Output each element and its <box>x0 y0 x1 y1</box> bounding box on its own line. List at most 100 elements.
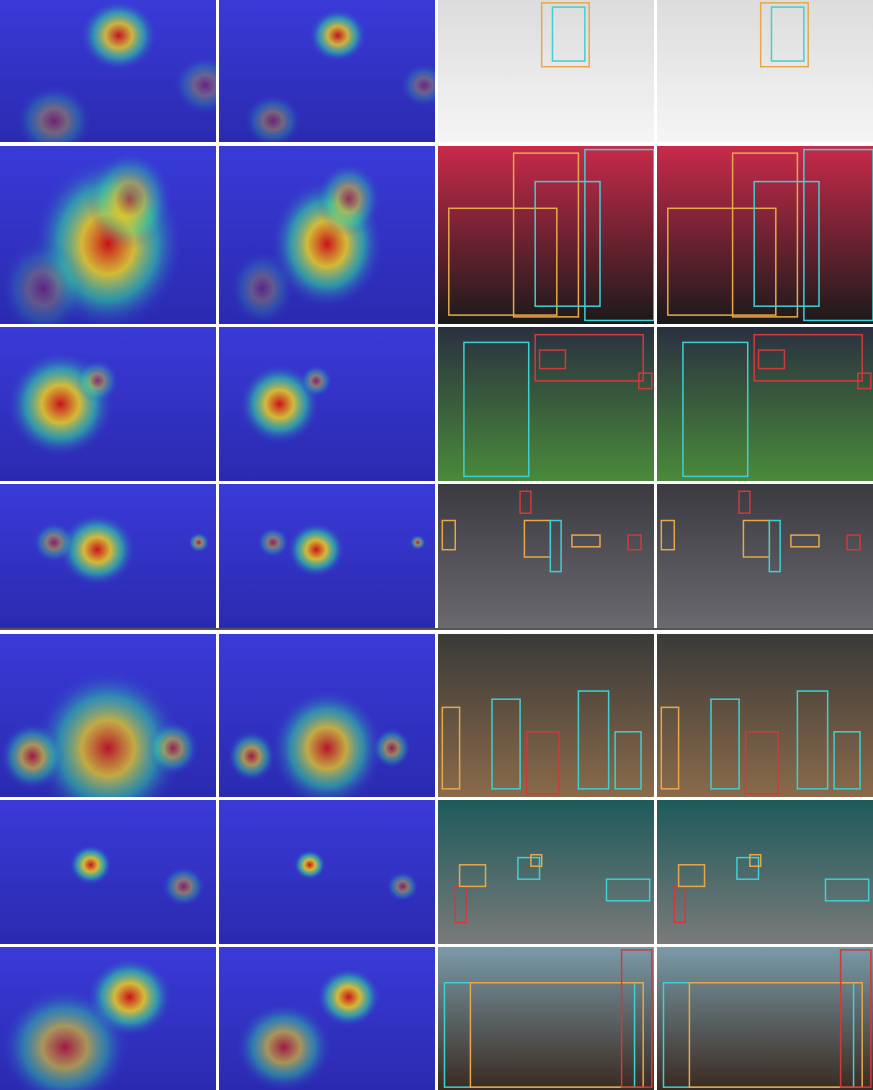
detection-box <box>448 207 558 316</box>
detection-box <box>731 152 799 318</box>
heatmap-blob <box>372 727 412 769</box>
detection-box <box>491 698 521 790</box>
scene-image <box>0 0 216 142</box>
detection-box <box>614 731 642 790</box>
detection-box <box>519 490 532 514</box>
boxes-panel-a <box>438 484 654 630</box>
heatmap-blob <box>293 849 326 880</box>
figure-row-woman-on-sofa <box>0 146 873 324</box>
scene-image <box>657 327 873 481</box>
heatmap-blob <box>187 532 210 553</box>
heatmap-panel-b <box>219 146 435 324</box>
scene-image <box>0 146 216 324</box>
group-separator <box>0 628 873 630</box>
scene-background <box>438 146 654 324</box>
boxes-panel-a <box>438 327 654 481</box>
heatmap-blob <box>79 0 158 72</box>
figure-row-cafe-storefront <box>0 634 873 797</box>
scene-background <box>657 634 873 797</box>
detection-box <box>839 949 872 1088</box>
scene-image <box>0 484 216 630</box>
figure-row-bathroom-toilet <box>0 0 873 142</box>
detection-box <box>833 731 861 790</box>
scene-image <box>657 146 873 324</box>
detection-box <box>660 519 676 551</box>
detection-box <box>627 534 642 551</box>
scene-image <box>219 0 435 142</box>
scene-background <box>438 0 654 142</box>
detection-box <box>677 864 706 888</box>
detection-box <box>744 731 779 795</box>
scene-image <box>0 800 216 944</box>
detection-box <box>441 706 461 790</box>
boxes-panel-b <box>657 800 873 944</box>
heatmap-blob <box>386 871 419 902</box>
figure-row-baseball-batter <box>0 327 873 481</box>
detection-box <box>857 372 872 390</box>
boxes-panel-a <box>438 0 654 142</box>
figure-row-dog-on-lap <box>0 947 873 1090</box>
detection-box <box>517 856 541 880</box>
detection-box <box>768 519 781 573</box>
heatmap-blob <box>32 521 76 563</box>
scene-background <box>657 800 873 944</box>
heatmap-panel-b <box>219 947 435 1090</box>
scene-background <box>438 800 654 944</box>
boxes-panel-a <box>438 146 654 324</box>
detection-box <box>757 349 786 370</box>
detection-box <box>577 690 610 790</box>
detection-box <box>770 6 805 62</box>
detection-box <box>530 853 543 867</box>
scene-image <box>0 327 216 481</box>
scene-image <box>0 634 216 797</box>
boxes-panel-b <box>657 327 873 481</box>
detection-box <box>512 152 580 318</box>
scene-image <box>219 327 435 481</box>
figure-row-stadium-ramp <box>0 800 873 944</box>
heatmap-panel-a <box>0 146 216 324</box>
heatmap-blob <box>308 8 367 63</box>
heatmap-panel-a <box>0 327 216 481</box>
detection-box <box>759 2 809 68</box>
heatmap-blob <box>162 866 206 907</box>
detection-box <box>458 864 487 888</box>
scene-background <box>438 327 654 481</box>
scene-image <box>219 146 435 324</box>
heatmap-blob <box>238 363 320 445</box>
scene-image <box>657 947 873 1090</box>
heatmap-panel-a <box>0 0 216 142</box>
detection-box <box>605 878 651 902</box>
scene-image <box>219 634 435 797</box>
detection-box <box>688 982 863 1088</box>
detection-box <box>660 706 680 790</box>
heatmap-blob <box>0 987 130 1090</box>
scene-image <box>219 484 435 630</box>
heatmap-panel-a <box>0 800 216 944</box>
detection-box <box>824 878 870 902</box>
detection-box <box>469 982 644 1088</box>
heatmap-blob <box>399 62 435 108</box>
heatmap-blob <box>32 668 184 797</box>
detection-box <box>463 341 530 478</box>
detection-box <box>540 2 590 68</box>
heatmap-blob <box>316 162 381 237</box>
detection-box <box>534 180 601 307</box>
heatmap-blob <box>287 522 346 578</box>
boxes-panel-b <box>657 146 873 324</box>
heatmap-blob <box>243 93 303 142</box>
detection-box <box>667 207 777 316</box>
scene-image <box>0 947 216 1090</box>
detection-box <box>525 731 560 795</box>
heatmap-blob <box>229 251 295 324</box>
scene-background <box>438 947 654 1090</box>
scene-image <box>657 0 873 142</box>
detection-box <box>753 180 820 307</box>
scene-image <box>438 484 654 630</box>
boxes-panel-a <box>438 800 654 944</box>
detection-box <box>790 534 820 548</box>
heatmap-blob <box>0 238 87 324</box>
detection-box <box>584 148 654 322</box>
detection-box <box>682 341 749 478</box>
detection-box <box>549 519 562 573</box>
